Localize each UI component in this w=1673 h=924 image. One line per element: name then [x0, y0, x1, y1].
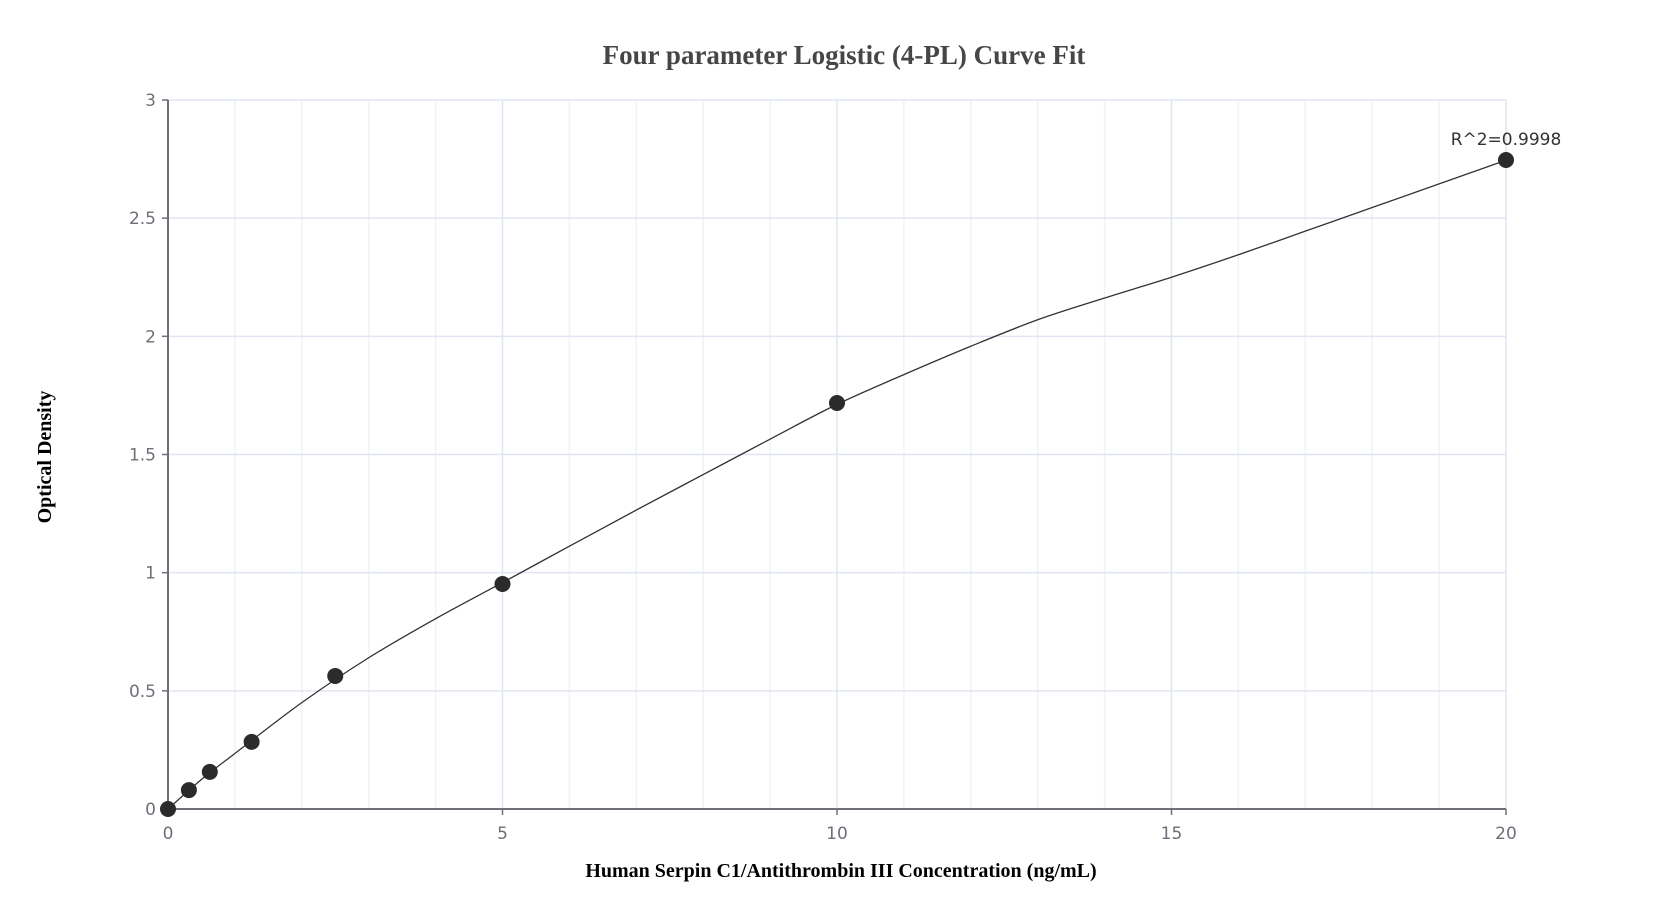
y-tick-label: 2.5	[129, 209, 156, 229]
data-point[interactable]	[201, 763, 218, 780]
y-tick-label: 0	[145, 800, 156, 820]
data-points	[160, 152, 1514, 817]
data-point[interactable]	[327, 667, 344, 684]
chart-title: Four parameter Logistic (4-PL) Curve Fit	[603, 40, 1086, 70]
data-point[interactable]	[494, 576, 511, 593]
y-tick-label: 2	[145, 327, 156, 347]
x-tick-label: 0	[163, 824, 174, 844]
data-point[interactable]	[1498, 152, 1514, 169]
major-grid	[168, 99, 1507, 809]
y-tick-label: 0.5	[129, 682, 156, 702]
annotations: R^2=0.9998	[1451, 130, 1562, 150]
x-axis-label: Human Serpin C1/Antithrombin III Concent…	[585, 860, 1096, 882]
y-tick-label: 1	[145, 564, 156, 584]
y-tick-label: 1.5	[129, 446, 156, 466]
y-tick-label: 3	[145, 91, 156, 111]
data-point[interactable]	[243, 733, 260, 750]
x-tick-label: 10	[826, 824, 848, 844]
y-axis-label: Optical Density	[34, 391, 56, 524]
x-tick-label: 15	[1161, 824, 1183, 844]
x-axis-ticks: 0 5 10 15 20	[163, 809, 1517, 844]
x-tick-label: 20	[1495, 824, 1517, 844]
data-point[interactable]	[160, 801, 176, 817]
data-point[interactable]	[180, 782, 197, 799]
data-point[interactable]	[829, 394, 845, 411]
x-tick-label: 5	[497, 824, 508, 844]
y-axis-ticks: 0 0.5 1 1.5 2 2.5 3	[129, 91, 168, 820]
r-squared-annotation: R^2=0.9998	[1451, 130, 1562, 150]
